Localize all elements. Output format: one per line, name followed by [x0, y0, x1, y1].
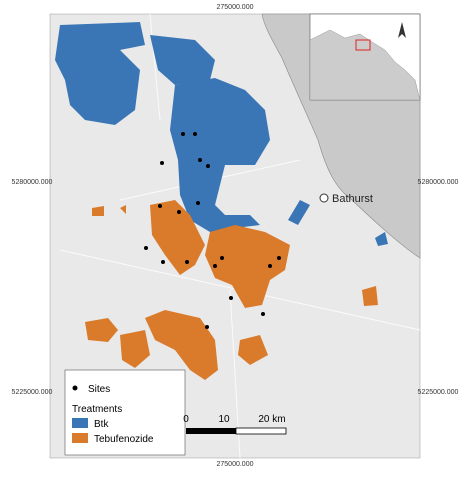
btk-areas	[55, 22, 388, 246]
legend: Sites Treatments Btk Tebufenozide	[64, 369, 186, 456]
scale-bar: 0 10 20 km	[183, 414, 287, 435]
scale-label: 0	[183, 414, 189, 425]
coordinate-label: 5225000.000	[418, 389, 459, 396]
inset-map	[309, 13, 421, 101]
tebufenozide-areas	[85, 200, 378, 380]
coordinate-label: 275000.000	[217, 4, 254, 11]
legend-item: Tebufenozide	[94, 434, 154, 445]
scale-label: 20 km	[258, 414, 285, 425]
legend-title: Treatments	[72, 404, 122, 415]
city-label: Bathurst	[332, 193, 373, 205]
map-frame: Bathurst Sites Treatments Btk Tebufenozi…	[49, 13, 421, 459]
legend-item: Btk	[94, 419, 109, 430]
legend-sites: Sites	[88, 384, 110, 395]
coordinate-label: 5225000.000	[12, 389, 53, 396]
coordinate-label: 5280000.000	[12, 179, 53, 186]
sites	[144, 132, 281, 329]
scale-label: 10	[218, 414, 230, 425]
coordinate-label: 5280000.000	[418, 179, 459, 186]
coordinate-label: 275000.000	[217, 461, 254, 468]
city-marker	[319, 193, 329, 203]
